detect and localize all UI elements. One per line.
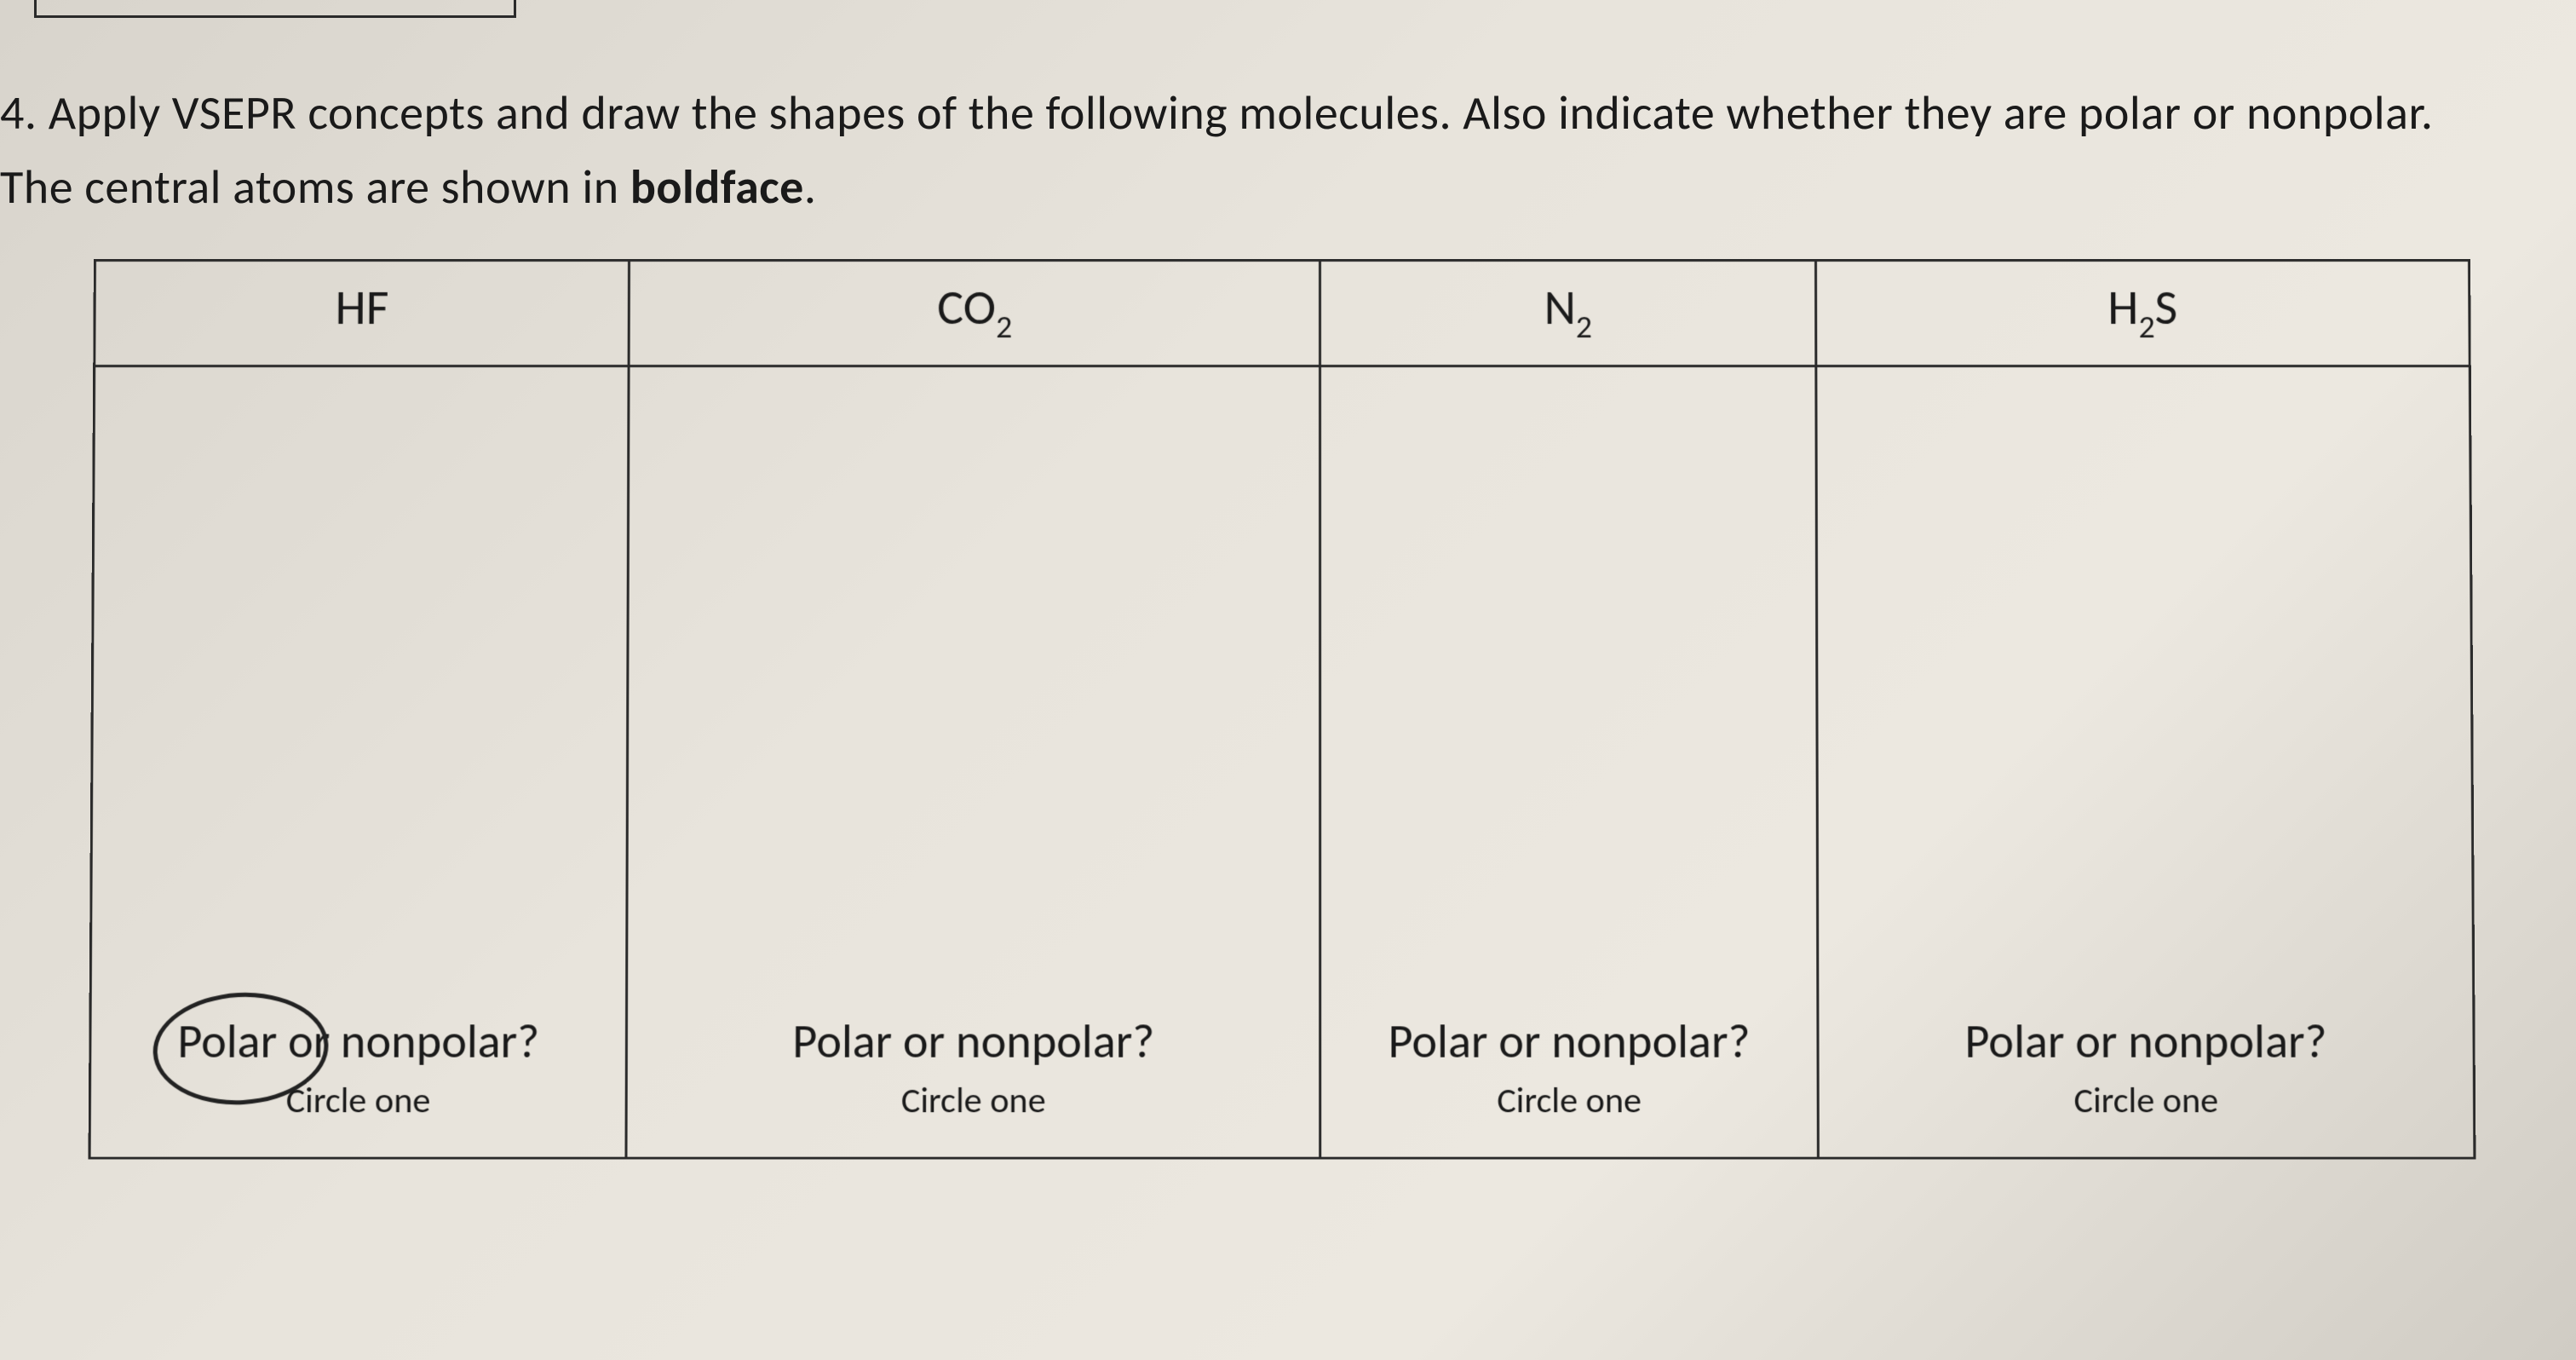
table-header-row: HF CO2 N2 H2S <box>95 260 2470 366</box>
formula-h2s-subpre: 2 <box>2138 308 2154 347</box>
polarity-block-co2: Polar or nonpolar? Circle one <box>628 1013 1320 1121</box>
col-header-n2: N2 <box>1320 260 1816 366</box>
formula-co2-post: O <box>963 277 997 337</box>
cell-co2: Polar or nonpolar? Circle one <box>626 366 1320 1158</box>
polarity-block-h2s: Polar or nonpolar? Circle one <box>1819 1013 2473 1121</box>
prev-question-box-fragment <box>34 0 516 18</box>
cell-n2: Polar or nonpolar? Circle one <box>1320 366 1819 1158</box>
question-number: 4. <box>0 84 37 142</box>
worksheet-page: 4. Apply VSEPR concepts and draw the sha… <box>0 0 2576 1360</box>
formula-hf-pre: H <box>335 277 365 337</box>
col-header-co2: CO2 <box>629 260 1320 366</box>
cell-h2s: Polar or nonpolar? Circle one <box>1816 366 2475 1158</box>
formula-h2s-pre: H <box>2107 277 2138 337</box>
formula-h2s-bold: S <box>2154 277 2177 337</box>
circled-polar: Polar <box>177 1013 277 1071</box>
formula-n2-sub: 2 <box>1576 308 1592 347</box>
question-body-2: . <box>804 158 817 216</box>
polarity-block-hf: Polar or nonpolar? Circle one <box>91 1013 625 1121</box>
polarity-rest-hf: or nonpolar? <box>277 1012 539 1071</box>
table-body-row: Polar or nonpolar? Circle one Polar or n… <box>89 366 2475 1158</box>
circle-one-h2s: Circle one <box>1820 1078 2474 1121</box>
cell-hf: Polar or nonpolar? Circle one <box>89 366 629 1158</box>
polarity-prompt-h2s: Polar or nonpolar? <box>1819 1013 2472 1071</box>
polarity-prompt-hf: Polar or nonpolar? <box>91 1013 625 1071</box>
molecule-table: HF CO2 N2 H2S Polar or nonpolar? <box>89 259 2476 1159</box>
question-text: 4. Apply VSEPR concepts and draw the sha… <box>0 77 2499 225</box>
polarity-prompt-co2: Polar or nonpolar? <box>628 1013 1319 1071</box>
col-header-h2s: H2S <box>1816 260 2470 366</box>
question-body-1: Apply VSEPR concepts and draw the shapes… <box>0 84 2433 216</box>
circle-one-n2: Circle one <box>1322 1078 1817 1121</box>
polarity-block-n2: Polar or nonpolar? Circle one <box>1322 1013 1817 1121</box>
polarity-prompt-n2: Polar or nonpolar? <box>1322 1013 1817 1071</box>
formula-n2-bold: N <box>1544 277 1576 337</box>
col-header-hf: HF <box>95 260 630 366</box>
formula-hf-bold: F <box>365 277 388 337</box>
circle-one-hf: Circle one <box>91 1078 625 1121</box>
circle-one-co2: Circle one <box>628 1078 1320 1121</box>
formula-co2-sub: 2 <box>996 308 1012 347</box>
formula-co2-bold: C <box>937 277 963 337</box>
question-bold: boldface <box>630 158 804 216</box>
